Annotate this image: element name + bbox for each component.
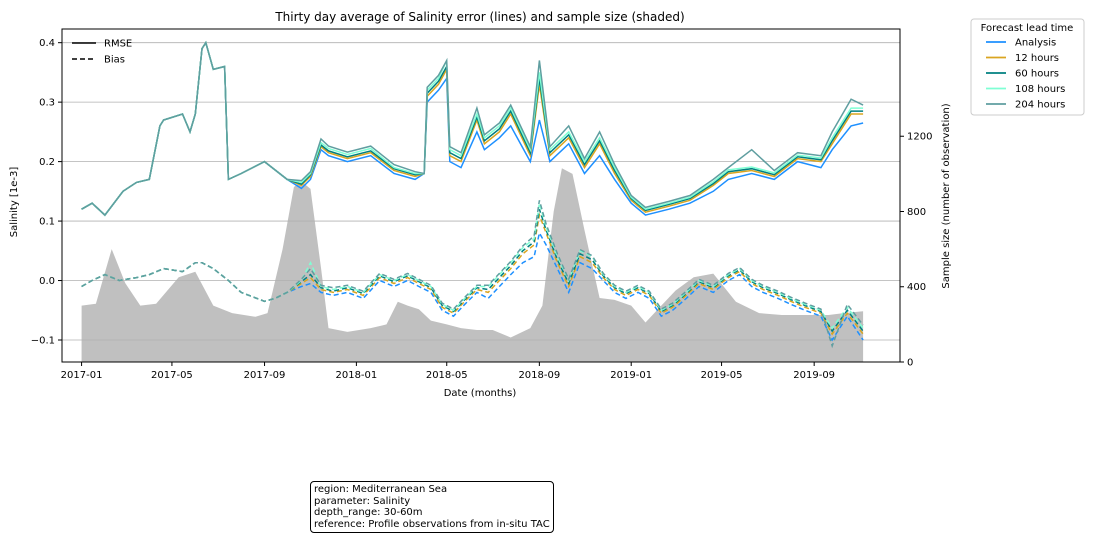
x-tick-label: 2017-05 [151,370,193,381]
y-axis-label: Salinity [1e-3] [9,167,20,238]
x-tick-label: 2018-01 [335,370,377,381]
y2-tick-label: 800 [907,207,926,218]
y-tick-label: −0.1 [31,335,55,346]
y2-tick-label: 400 [907,282,926,293]
y-tick-label: 0.1 [39,217,55,228]
x-tick-label: 2018-05 [426,370,468,381]
plot-area: −0.1 0.0 0.1 0.2 0.3 0.4 0 400 800 1200 2017-01 201… [31,18,1085,381]
legend-label-rmse: RMSE [104,39,132,50]
lead-time-label: 12 hours [1015,53,1059,64]
rmse-line-60-hours [81,40,864,217]
y2-axis-label: Sample size (number of observation) [941,103,952,288]
y-tick-label: 0.0 [39,276,55,287]
lead-time-label: 60 hours [1015,69,1059,80]
x-tick-label: 2017-09 [244,370,286,381]
lead-time-label: 108 hours [1015,84,1065,95]
chart-title: Thirty day average of Salinity error (li… [274,10,684,24]
reference-text: reference: Profile observations from in-… [314,518,550,530]
parameter-text: parameter: Salinity [314,495,411,507]
legend-label-bias: Bias [104,55,125,66]
y2-tick-label: 1200 [907,132,932,143]
rmse-line-204-hours [81,40,864,217]
sample-size-area [81,168,864,362]
metadata-box: region: Mediterranean Sea parameter: Sal… [310,481,554,533]
x-tick-label: 2019-09 [793,370,835,381]
y2-tick-label: 0 [907,358,913,369]
y-tick-label: 0.4 [39,38,55,49]
lead-time-label: Analysis [1015,38,1056,49]
x-axis-label: Date (months) [444,388,517,399]
x-tick-label: 2019-05 [701,370,743,381]
lead-time-legend-title: Forecast lead time [981,23,1074,34]
lead-time-label: 204 hours [1015,100,1065,111]
x-tick-label: 2018-09 [518,370,560,381]
y-tick-label: 0.2 [39,157,55,168]
x-tick-label: 2019-01 [610,370,652,381]
y-tick-label: 0.3 [39,98,55,109]
plot-frame [61,28,901,363]
region-text: region: Mediterranean Sea [314,484,448,495]
depth-range-text: depth_range: 30-60m [314,507,423,518]
x-tick-label: 2017-01 [61,370,103,381]
bias-line-204-hours [81,200,864,349]
lead-time-legend-frame [970,18,1085,116]
